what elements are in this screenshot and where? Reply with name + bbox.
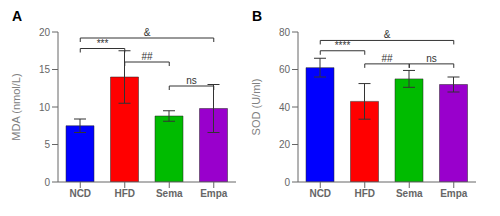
svg-text:80: 80 [279,27,291,38]
svg-text:NCD: NCD [309,188,331,199]
svg-text:##: ## [141,51,153,62]
svg-text:****: **** [335,40,351,51]
svg-text:60: 60 [279,64,291,75]
svg-text:Empa: Empa [440,188,468,199]
svg-text:Sema: Sema [396,188,423,199]
svg-text:20: 20 [279,139,291,150]
svg-text:&: & [384,29,391,40]
svg-text:ns: ns [186,75,197,86]
svg-text:ns: ns [426,53,437,64]
svg-text:***: *** [97,38,109,49]
svg-text:20: 20 [39,27,51,38]
svg-text:Empa: Empa [200,188,228,199]
svg-text:##: ## [381,53,393,64]
svg-text:SOD (U/ml): SOD (U/ml) [250,79,262,136]
svg-text:HFD: HFD [354,188,375,199]
svg-text:0: 0 [284,177,290,188]
svg-text:10: 10 [39,102,51,113]
svg-text:Sema: Sema [156,188,183,199]
svg-text:NCD: NCD [69,188,91,199]
svg-text:5: 5 [44,139,50,150]
svg-text:40: 40 [279,102,291,113]
html-text:B: B [252,8,263,24]
svg-text:0: 0 [44,177,50,188]
html-text:A: A [12,8,23,24]
svg-text:15: 15 [39,64,51,75]
svg-text:MDA (nmol/L): MDA (nmol/L) [10,73,22,140]
svg-text:HFD: HFD [114,188,135,199]
svg-text:&: & [144,27,151,38]
